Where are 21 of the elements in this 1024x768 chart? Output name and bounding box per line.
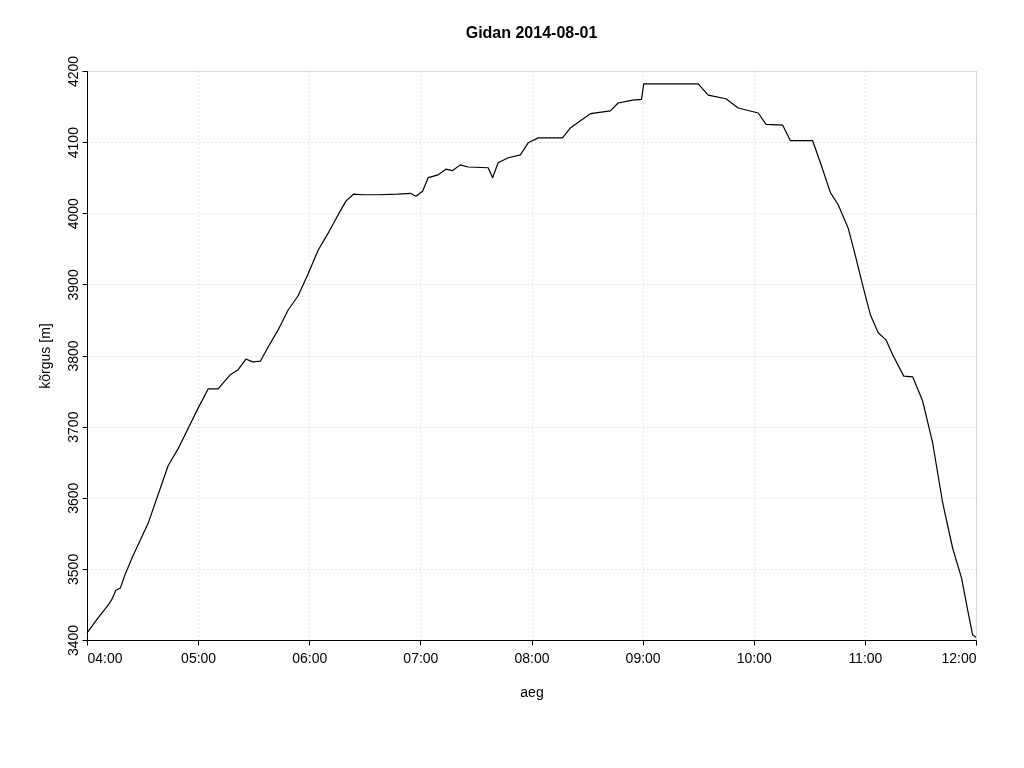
y-tick-label: 3400: [64, 624, 81, 657]
y-tick-label: 3800: [64, 340, 81, 372]
chart-title: Gidan 2014-08-01: [465, 24, 598, 42]
y-tick-label: 3600: [64, 482, 81, 514]
y-tick-label: 4000: [64, 197, 81, 230]
x-tick-label: 09:00: [625, 649, 661, 666]
y-tick-label: 4200: [64, 55, 81, 88]
y-tick-label: 3700: [64, 411, 81, 443]
x-axis-title: aeg: [520, 683, 544, 700]
x-tick-label: 07:00: [403, 649, 439, 666]
y-axis-title: kõrgus [m]: [36, 323, 53, 389]
y-tick-label: 3900: [64, 269, 81, 301]
y-tick-label: 4100: [64, 126, 81, 159]
x-tick-label: 12:00: [941, 649, 977, 666]
x-tick-label: 05:00: [181, 649, 217, 666]
x-tick-label: 10:00: [736, 649, 772, 666]
x-tick-label: 11:00: [848, 649, 883, 666]
x-tick-label: 04:00: [87, 649, 123, 666]
y-tick-label: 3500: [64, 553, 81, 585]
x-tick-label: 06:00: [292, 649, 328, 666]
x-tick-label: 08:00: [514, 649, 550, 666]
